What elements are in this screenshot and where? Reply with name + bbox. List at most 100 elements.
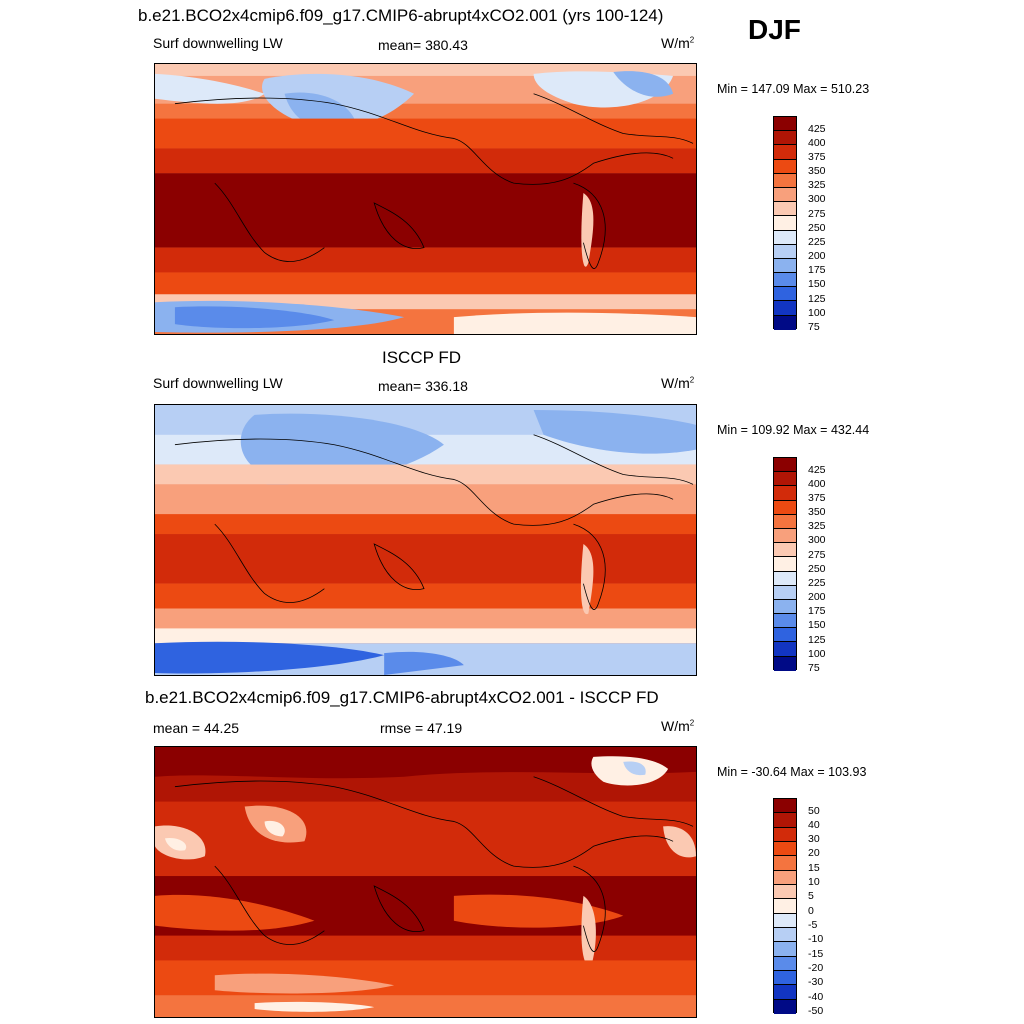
panel2-mean: mean= 336.18 (378, 378, 468, 394)
panel1-colorbar-tick: 225 (808, 236, 826, 248)
panel3-colorbar-tick: 20 (808, 847, 820, 859)
panel1-colorbar-tick: 125 (808, 293, 826, 305)
panel2-colorbar-bin (774, 458, 796, 473)
panel3-colorbar-bin (774, 956, 796, 971)
panel1-colorbar-bin (774, 145, 796, 160)
panel1-colorbar-tick: 175 (808, 264, 826, 276)
panel3-colorbar-bin (774, 884, 796, 900)
panel2-map (154, 404, 697, 676)
panel2-colorbar-tick: 250 (808, 563, 826, 575)
panel3-colorbar-bin (774, 799, 796, 814)
panel1-colorbar-tick: 400 (808, 137, 826, 149)
panel3-colorbar-tick: -30 (808, 976, 824, 988)
panel1-colorbar-tick: 150 (808, 278, 826, 290)
panel3-colorbar-bin (774, 827, 796, 842)
panel1-colorbar-tick: 250 (808, 222, 826, 234)
panel3-colorbar-tick: 15 (808, 862, 820, 874)
panel2-colorbar-tick: 350 (808, 506, 826, 518)
panel1-colorbar-bin (774, 301, 796, 316)
panel3-colorbar-bin (774, 927, 796, 943)
panel2-colorbar-bin (774, 656, 796, 671)
panel3-minmax: Min = -30.64 Max = 103.93 (717, 765, 867, 779)
panel2-colorbar-tick: 375 (808, 492, 826, 504)
panel2-colorbar-tick: 125 (808, 634, 826, 646)
panel1-colorbar-tick: 200 (808, 250, 826, 262)
panel1-colorbar-tick: 300 (808, 193, 826, 205)
panel3-colorbar-bin (774, 999, 796, 1014)
panel3-colorbar-bin (774, 841, 796, 857)
panel3-title: b.e21.BCO2x4cmip6.f09_g17.CMIP6-abrupt4x… (145, 688, 659, 707)
panel2-colorbar-bin (774, 585, 796, 600)
panel1-colorbar-bin (774, 230, 796, 245)
panel3-colorbar-tick: 40 (808, 819, 820, 831)
panel2-colorbar-bin (774, 571, 796, 586)
panel3-rmse: rmse = 47.19 (380, 720, 463, 736)
panel2-colorbar-bin (774, 614, 796, 629)
panel3-colorbar-tick: -10 (808, 933, 824, 945)
panel2-colorbar (773, 457, 797, 671)
panel1-colorbar-bin (774, 216, 796, 231)
panel3-colorbar-tick: 0 (808, 905, 814, 917)
panel2-colorbar-tick: 225 (808, 577, 826, 589)
panel1-colorbar-tick: 425 (808, 123, 826, 135)
panel1-colorbar-tick: 100 (808, 307, 826, 319)
panel2-colorbar-tick: 325 (808, 520, 826, 532)
panel1-colorbar-bin (774, 244, 796, 259)
panel1-mean: mean= 380.43 (378, 37, 468, 53)
panel2-colorbar-bin (774, 599, 796, 615)
panel2-title: ISCCP FD (382, 348, 462, 367)
panel2-colorbar-tick: 75 (808, 662, 820, 674)
panel1-minmax: Min = 147.09 Max = 510.23 (717, 82, 870, 96)
panel1-colorbar-bin (774, 173, 796, 188)
panel2-colorbar-bin (774, 543, 796, 558)
panel1-title: b.e21.BCO2x4cmip6.f09_g17.CMIP6-abrupt4x… (138, 6, 664, 25)
panel1-colorbar-tick: 75 (808, 321, 820, 333)
panel2-colorbar-tick: 425 (808, 464, 826, 476)
panel2-colorbar-tick: 400 (808, 478, 826, 490)
panel3-units: W/m2 (661, 718, 695, 734)
panel3-colorbar-bin (774, 856, 796, 871)
panel2-colorbar-bin (774, 500, 796, 515)
panel2-colorbar-tick: 275 (808, 549, 826, 561)
panel2-colorbar-bin (774, 628, 796, 643)
panel3-colorbar-tick: -5 (808, 919, 818, 931)
panel3-colorbar-bin (774, 870, 796, 885)
panel2-colorbar-bin (774, 557, 796, 572)
panel3-colorbar-bin (774, 970, 796, 986)
panel2-colorbar-tick: 200 (808, 591, 826, 603)
panel3-colorbar (773, 798, 797, 1014)
panel1-colorbar-tick: 325 (808, 179, 826, 191)
panel1-colorbar (773, 116, 797, 330)
panel3-colorbar-tick: -50 (808, 1005, 824, 1017)
panel1-colorbar-bin (774, 117, 796, 132)
season-label: DJF (748, 14, 801, 45)
panel2-colorbar-bin (774, 472, 796, 487)
panel1-colorbar-tick: 375 (808, 151, 826, 163)
panel2-colorbar-bin (774, 528, 796, 544)
panel2-colorbar-bin (774, 514, 796, 529)
panel3-colorbar-tick: -20 (808, 962, 824, 974)
panel3-colorbar-tick: -40 (808, 991, 824, 1003)
panel2-colorbar-tick: 175 (808, 605, 826, 617)
panel2-colorbar-tick: 300 (808, 534, 826, 546)
panel3-mean: mean = 44.25 (153, 720, 240, 736)
panel2-minmax: Min = 109.92 Max = 432.44 (717, 423, 870, 437)
panel1-colorbar-bin (774, 258, 796, 274)
panel2-colorbar-bin (774, 642, 796, 657)
panel3-map (154, 746, 697, 1018)
panel1-units: W/m2 (661, 35, 695, 51)
panel1-colorbar-bin (774, 159, 796, 174)
panel3-colorbar-bin (774, 942, 796, 957)
panel3-colorbar-bin (774, 813, 796, 828)
panel3-map-field (155, 747, 696, 1017)
panel2-colorbar-bin (774, 486, 796, 501)
panel2-map-field (155, 405, 696, 675)
panel3-colorbar-tick: 5 (808, 890, 814, 902)
panel1-colorbar-bin (774, 187, 796, 203)
panel2-colorbar-tick: 100 (808, 648, 826, 660)
panel1-colorbar-tick: 350 (808, 165, 826, 177)
panel1-map-field (155, 64, 696, 334)
panel3-colorbar-tick: -15 (808, 948, 824, 960)
panel3-colorbar-bin (774, 899, 796, 914)
panel2-units: W/m2 (661, 375, 695, 391)
